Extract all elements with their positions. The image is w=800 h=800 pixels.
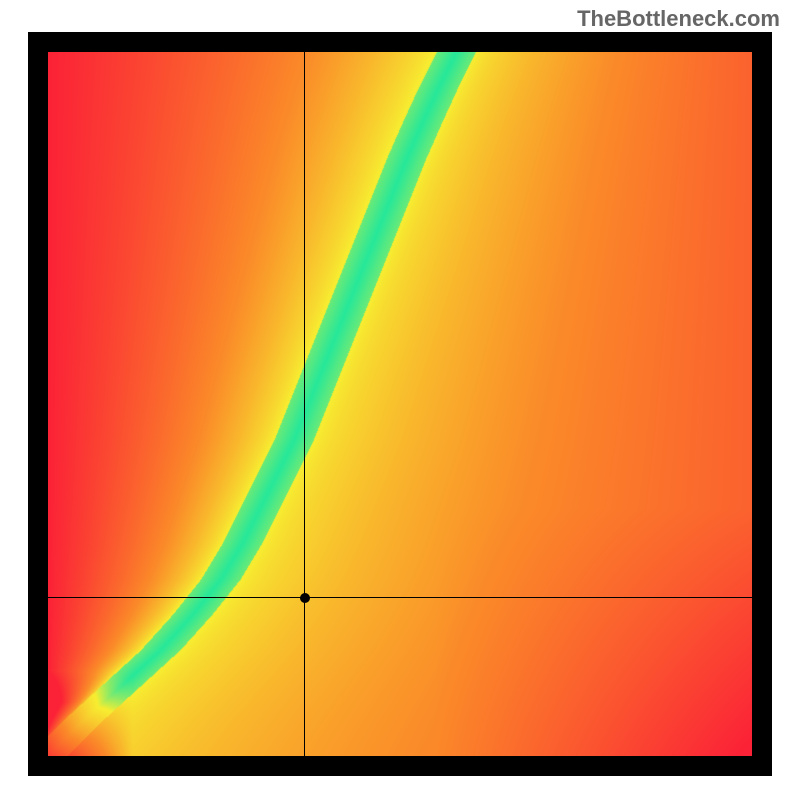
heatmap-canvas [48,52,752,756]
plot-frame [28,32,772,776]
crosshair-vertical [304,52,305,756]
marker-dot [300,593,310,603]
crosshair-horizontal [48,597,752,598]
watermark-text: TheBottleneck.com [577,6,780,32]
